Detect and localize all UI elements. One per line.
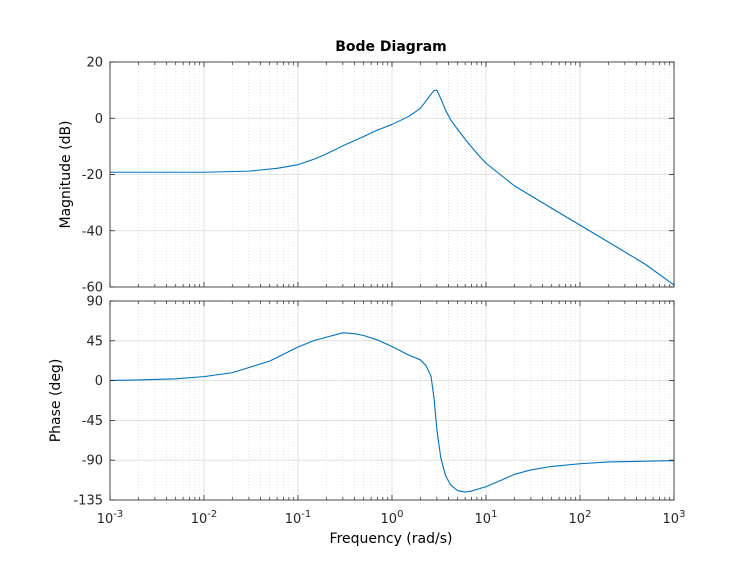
magnitude-y-tick-label: 20 (86, 56, 103, 71)
magnitude-y-tick-label: -40 (82, 224, 103, 239)
x-tick-label: 10-3 (97, 509, 124, 527)
x-tick-label: 10-1 (285, 509, 312, 527)
phase-y-tick-label: -45 (82, 414, 103, 429)
x-tick-base: 10 (475, 512, 492, 527)
magnitude-ticks: -60 -40 -20 0 20 (82, 56, 675, 296)
x-tick-exponent: 1 (491, 509, 497, 520)
x-tick-label: 102 (569, 509, 592, 527)
magnitude-panel: -60 -40 -20 0 20 Magnitude (dB) (58, 56, 675, 296)
x-tick-exponent: -1 (301, 509, 311, 520)
magnitude-y-axis-label: Magnitude (dB) (58, 120, 74, 228)
x-tick-base: 10 (191, 512, 208, 527)
phase-ticks: -135 -90 -45 0 45 90 (73, 295, 675, 509)
x-tick-exponent: -2 (207, 509, 217, 520)
x-tick-label: 103 (663, 509, 686, 527)
x-tick-exponent: 3 (679, 509, 685, 520)
x-tick-label: 101 (475, 509, 498, 527)
phase-y-tick-label: 0 (95, 374, 103, 389)
magnitude-y-tick-label: -60 (82, 281, 103, 296)
phase-y-tick-label: 45 (86, 334, 103, 349)
x-tick-base: 10 (285, 512, 302, 527)
x-tick-base: 10 (569, 512, 586, 527)
x-tick-base: 10 (663, 512, 680, 527)
x-tick-label: 10-2 (191, 509, 218, 527)
magnitude-series (110, 89, 675, 286)
phase-series-line (109, 332, 675, 493)
x-tick-exponent: 2 (585, 509, 591, 520)
phase-gridlines (109, 300, 675, 501)
phase-series (109, 332, 675, 493)
phase-y-axis-label: Phase (deg) (48, 359, 64, 443)
x-axis-tick-labels: 10-3 10-2 10-1 100 101 102 103 (97, 509, 686, 527)
x-tick-base: 10 (381, 512, 398, 527)
magnitude-y-tick-label: 0 (95, 112, 103, 127)
phase-y-tick-label: -90 (82, 454, 103, 469)
phase-panel: -135 -90 -45 0 45 90 Phase (deg) (48, 295, 675, 509)
magnitude-series-line (110, 89, 675, 286)
magnitude-y-tick-label: -20 (82, 168, 103, 183)
x-tick-base: 10 (97, 512, 114, 527)
phase-y-tick-label: -135 (73, 494, 103, 509)
x-tick-exponent: 0 (397, 509, 403, 520)
x-tick-label: 100 (381, 509, 404, 527)
chart-title: Bode Diagram (335, 39, 447, 55)
x-tick-exponent: -3 (113, 509, 123, 520)
phase-y-tick-label: 90 (86, 295, 103, 310)
x-axis-label: Frequency (rad/s) (330, 531, 453, 547)
